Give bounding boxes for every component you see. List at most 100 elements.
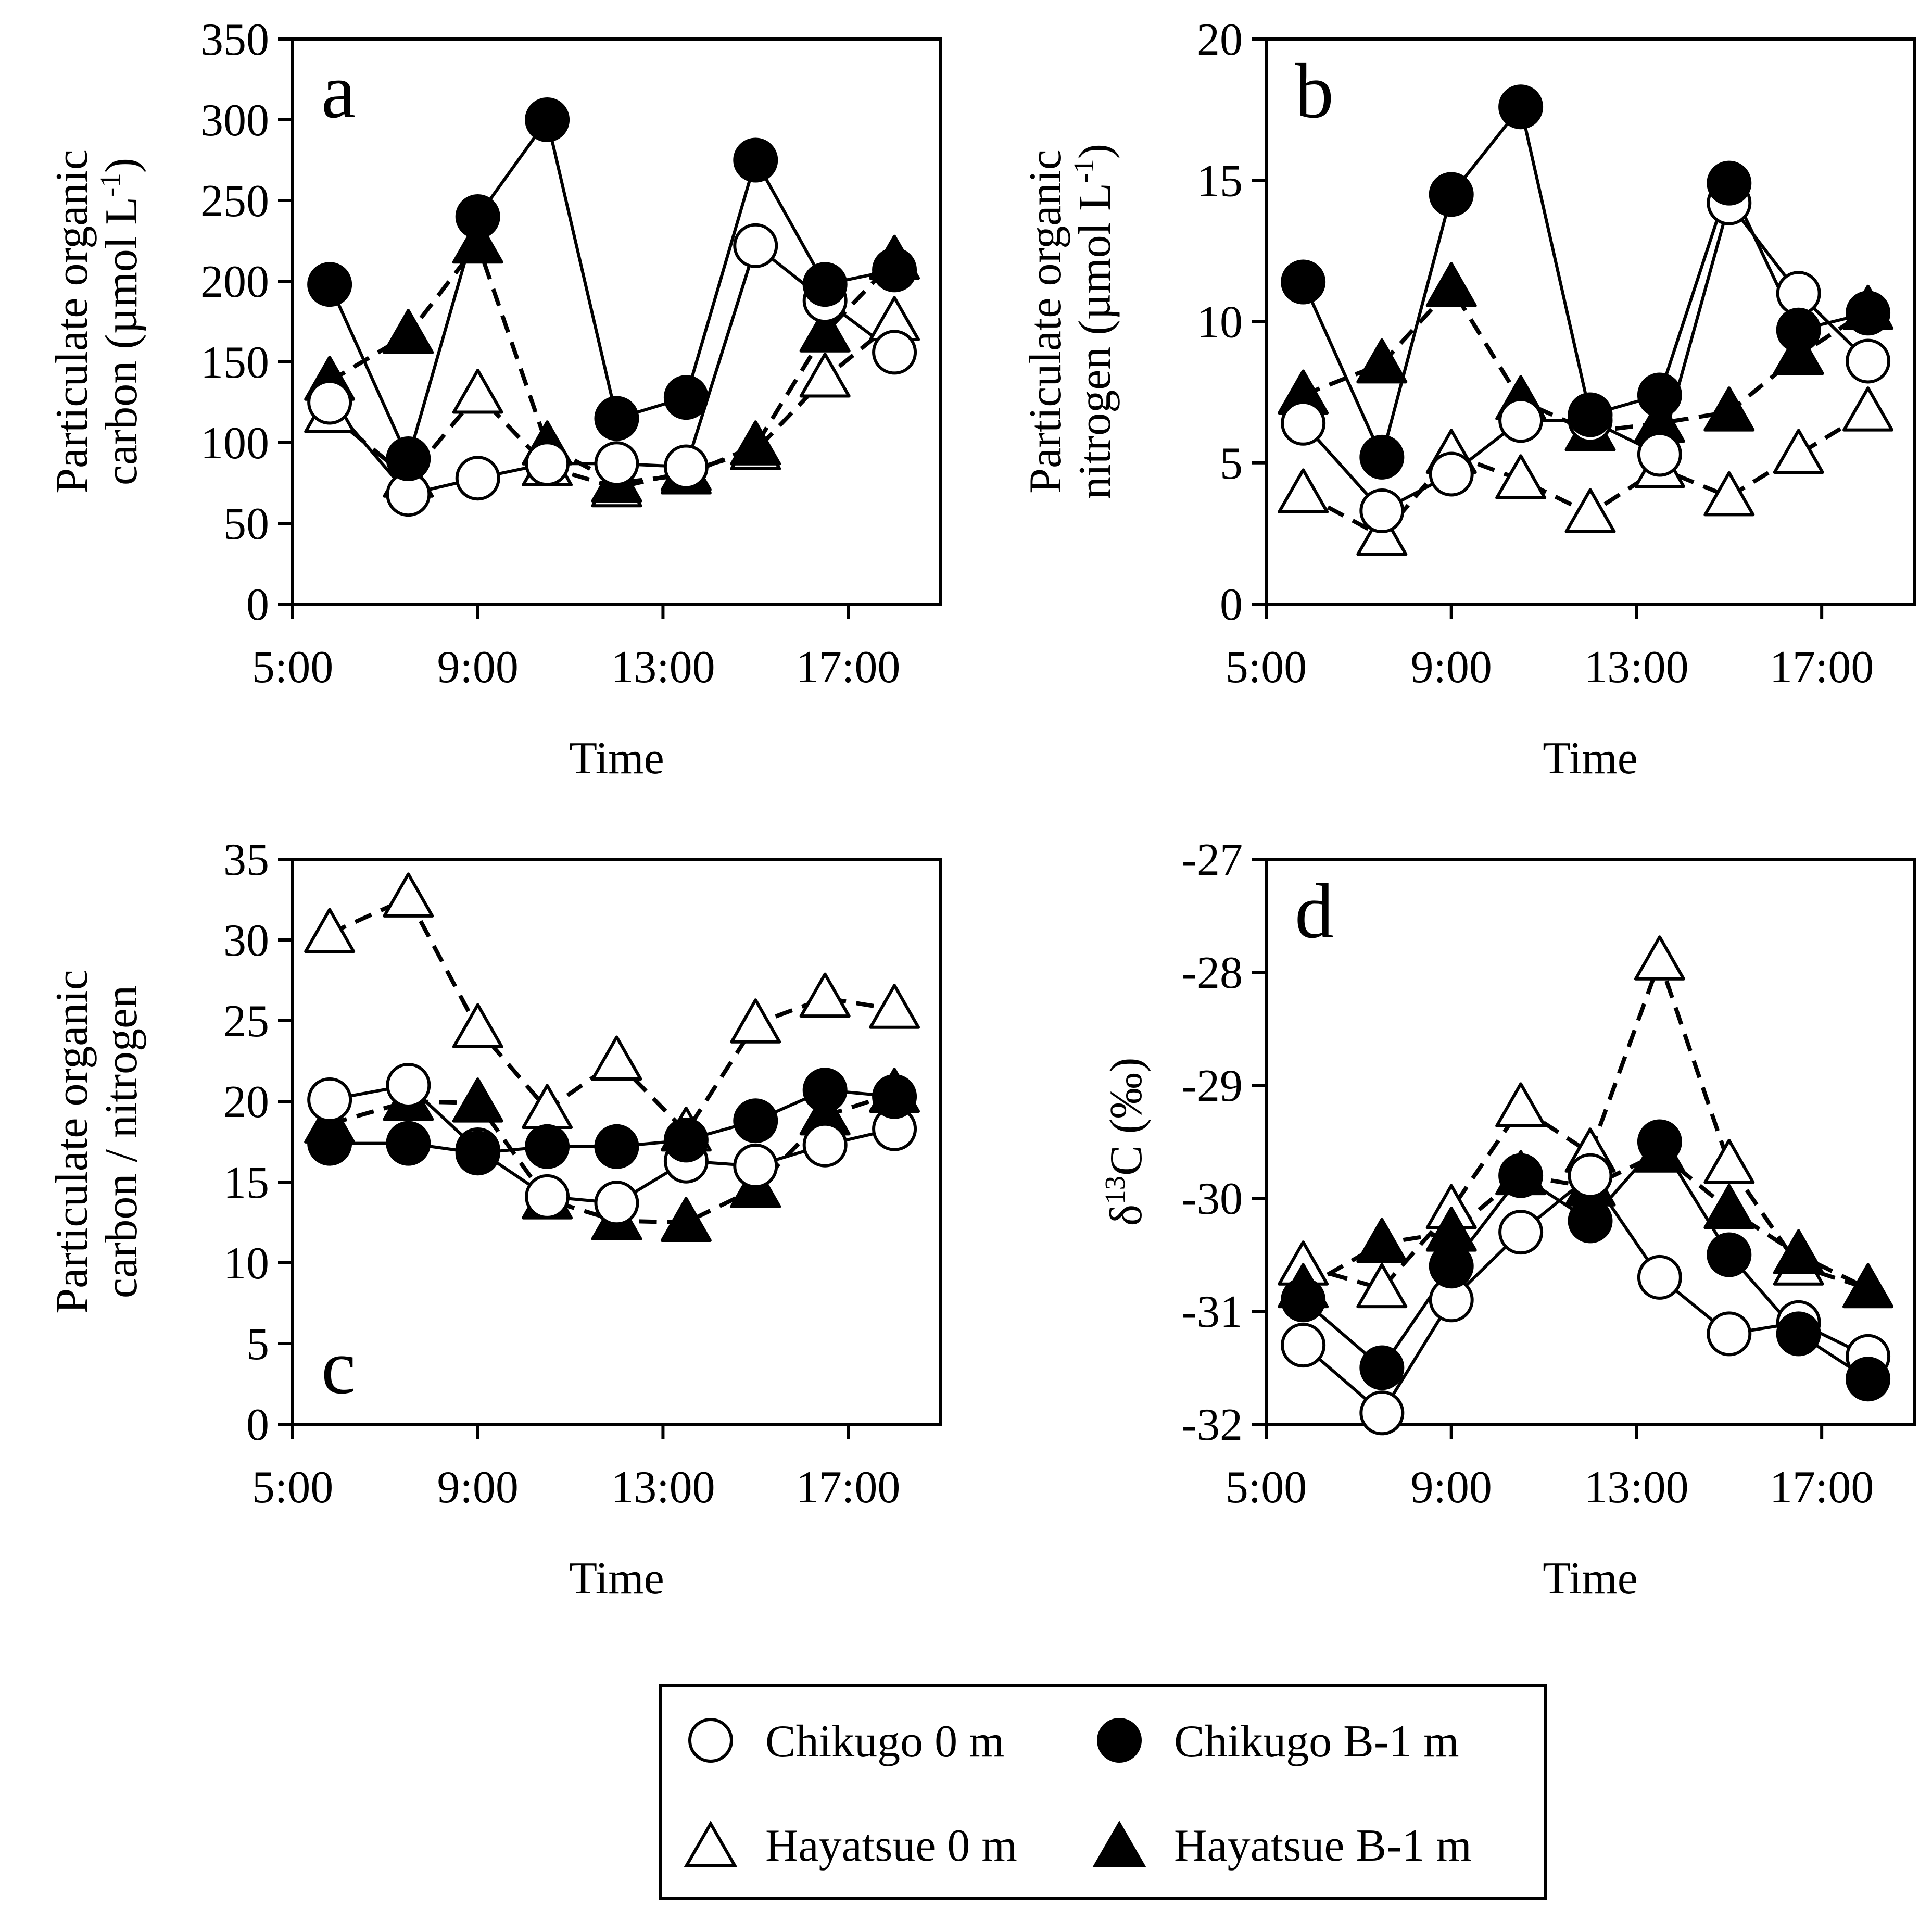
- point-chikugo-b1: [1429, 172, 1474, 217]
- y-tick-label: 35: [223, 835, 269, 885]
- point-chikugo-0: [733, 1144, 778, 1188]
- y-axis-title-superscript: -1: [94, 173, 126, 197]
- point-chikugo-0: [1281, 1323, 1326, 1368]
- plot-frame: [291, 37, 942, 606]
- y-axis-title-part: nitrogen (µmol L: [1070, 183, 1120, 499]
- plot-frame: [291, 858, 942, 1426]
- point-chikugo-b1: [386, 1121, 431, 1166]
- point-chikugo-b1: [307, 1121, 352, 1166]
- point-hayatsue-0: [1356, 1263, 1408, 1309]
- x-tick-label: 13:00: [611, 1462, 715, 1513]
- point-hayatsue-0: [869, 984, 920, 1029]
- point-chikugo-b1: [1846, 1357, 1891, 1402]
- y-axis-title: δ13C (‰): [1099, 1058, 1152, 1226]
- point-hayatsue-0: [1278, 468, 1329, 513]
- x-tick-label: 17:00: [796, 1462, 900, 1513]
- legend-marker-open-circle: [688, 1718, 733, 1763]
- point-hayatsue-b1: [1356, 338, 1408, 384]
- legend-marker-filled-circle: [1097, 1718, 1142, 1763]
- point-chikugo-b1: [386, 436, 431, 481]
- y-axis-title-part: δ: [1101, 1204, 1152, 1226]
- point-chikugo-0: [594, 1181, 639, 1226]
- legend-label-hayatsue-0: Hayatsue 0 m: [765, 1821, 1017, 1871]
- point-chikugo-b1: [1359, 1345, 1405, 1390]
- point-chikugo-0: [1707, 1311, 1752, 1357]
- point-chikugo-0: [1637, 432, 1682, 477]
- point-chikugo-0: [525, 441, 570, 486]
- y-axis-title-line-2: carbon / nitrogen: [96, 985, 147, 1298]
- legend: Chikugo 0 m Chikugo B-1 m Hayatsue 0 m H…: [659, 1684, 1547, 1900]
- point-hayatsue-b1: [1842, 1263, 1894, 1309]
- point-chikugo-b1: [525, 97, 570, 142]
- point-chikugo-b1: [1637, 372, 1682, 418]
- panel-c: 0 5 10 15 20 25 30 35 5:00 9:00 13:00 17:00 Time Part…: [47, 835, 942, 1604]
- y-tick-label: -30: [1182, 1174, 1243, 1224]
- y-tick-label: 15: [223, 1158, 269, 1208]
- y-tick-label: 300: [200, 95, 269, 146]
- x-tick-label: 17:00: [1770, 1462, 1874, 1513]
- y-tick-label: 20: [223, 1077, 269, 1127]
- y-tick-label: 150: [200, 337, 269, 388]
- point-chikugo-b1: [307, 262, 352, 307]
- x-tick-label: 17:00: [796, 642, 900, 693]
- series-line-hayatsue-0: [328, 320, 896, 490]
- point-chikugo-0: [1846, 338, 1891, 384]
- y-axis-title-part: ): [1070, 144, 1120, 159]
- x-tick-label: 13:00: [1584, 642, 1688, 693]
- point-chikugo-b1: [802, 1068, 848, 1113]
- point-hayatsue-0: [452, 1003, 503, 1048]
- x-tick-label: 9:00: [437, 1462, 518, 1513]
- point-chikugo-0: [1429, 451, 1474, 497]
- legend-marker-filled-triangle: [1092, 1820, 1146, 1867]
- y-tick-label: 10: [223, 1238, 269, 1289]
- point-chikugo-b1: [1707, 160, 1752, 206]
- x-tick-label: 9:00: [437, 642, 518, 693]
- point-hayatsue-0: [1703, 1138, 1755, 1184]
- y-tick-label: 50: [223, 499, 269, 549]
- point-chikugo-b1: [802, 262, 848, 307]
- point-chikugo-0: [1568, 1153, 1613, 1198]
- y-tick-label: 350: [200, 15, 269, 65]
- legend-entry-hayatsue-b1: Hayatsue B-1 m: [1092, 1820, 1472, 1871]
- point-chikugo-0: [1359, 488, 1405, 533]
- point-hayatsue-0: [1842, 386, 1894, 432]
- y-tick-label: -32: [1182, 1400, 1243, 1450]
- point-hayatsue-0: [1356, 510, 1408, 556]
- y-axis-title-line-1: Particulate organic: [47, 970, 97, 1314]
- y-axis-title-line-2: nitrogen (µmol L-1): [1068, 144, 1120, 499]
- point-chikugo-b1: [1498, 1153, 1544, 1198]
- x-axis-title: Time: [1543, 1553, 1638, 1604]
- point-chikugo-0: [733, 223, 778, 268]
- y-tick-label: 15: [1197, 156, 1243, 206]
- point-hayatsue-0: [452, 369, 503, 414]
- point-chikugo-b1: [663, 375, 709, 420]
- x-tick-label: 13:00: [611, 642, 715, 693]
- y-tick-label: 0: [246, 580, 269, 630]
- point-hayatsue-0: [1703, 471, 1755, 517]
- point-hayatsue-b1: [452, 218, 503, 264]
- point-chikugo-b1: [872, 247, 917, 293]
- panel-d: -32 -31 -30 -29 -28 -27 5:00 9:00 13:00 17:00 Time…: [1099, 835, 1916, 1604]
- point-chikugo-b1: [1707, 1232, 1752, 1277]
- point-chikugo-b1: [1846, 291, 1891, 336]
- y-axis-title-part: C (‰): [1101, 1058, 1152, 1176]
- point-chikugo-b1: [733, 1098, 778, 1144]
- point-hayatsue-0: [1773, 429, 1824, 474]
- x-tick-label: 9:00: [1410, 642, 1492, 693]
- x-axis-title: Time: [569, 1553, 664, 1604]
- point-hayatsue-0: [1495, 1082, 1547, 1127]
- point-chikugo-b1: [594, 1124, 639, 1169]
- point-chikugo-0: [802, 1122, 848, 1168]
- panel-letter: c: [321, 1324, 356, 1410]
- legend-label-chikugo-0: Chikugo 0 m: [765, 1716, 1005, 1767]
- y-axis-title-part: carbon (µmol L: [96, 197, 147, 485]
- point-chikugo-b1: [872, 1074, 917, 1119]
- point-hayatsue-b1: [1356, 1218, 1408, 1263]
- point-chikugo-0: [663, 444, 709, 490]
- y-tick-label: 0: [246, 1400, 269, 1450]
- point-hayatsue-b1: [1425, 262, 1477, 307]
- point-chikugo-0: [1359, 1390, 1405, 1436]
- point-chikugo-b1: [663, 1118, 709, 1163]
